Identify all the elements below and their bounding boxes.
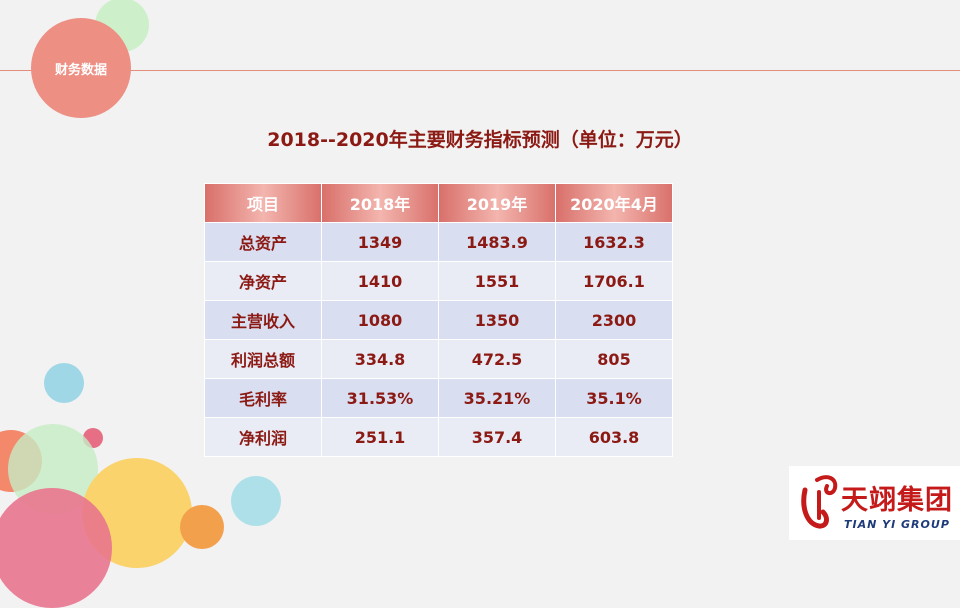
table-header-row: 项目 2018年 2019年 2020年4月 [204,183,673,223]
table-cell: 2300 [555,300,673,340]
table-cell: 1349 [321,222,439,262]
row-label: 总资产 [204,222,322,262]
table-cell: 357.4 [438,417,556,457]
decor-circle-blue-medium [231,476,281,526]
row-label: 利润总额 [204,339,322,379]
table-cell: 1410 [321,261,439,301]
table-row: 净利润 251.1 357.4 603.8 [204,417,673,457]
column-header: 2018年 [321,183,439,223]
table-row: 总资产 1349 1483.9 1632.3 [204,222,673,262]
table-cell: 1706.1 [555,261,673,301]
table-cell: 334.8 [321,339,439,379]
table-cell: 1080 [321,300,439,340]
table-cell: 1551 [438,261,556,301]
logo-name-en: TIAN YI GROUP [844,518,950,531]
row-label: 净利润 [204,417,322,457]
row-label: 净资产 [204,261,322,301]
table-cell: 805 [555,339,673,379]
table-cell: 472.5 [438,339,556,379]
table-row: 主营收入 1080 1350 2300 [204,300,673,340]
table-cell: 31.53% [321,378,439,418]
logo-mark-icon [801,475,838,529]
column-header: 2020年4月 [555,183,673,223]
table-cell: 35.21% [438,378,556,418]
table-row: 净资产 1410 1551 1706.1 [204,261,673,301]
table-cell: 603.8 [555,417,673,457]
company-logo: 天翊集团 TIAN YI GROUP [789,466,960,540]
row-label: 毛利率 [204,378,322,418]
page-title: 2018--2020年主要财务指标预测（单位：万元） [267,129,693,151]
table-cell: 1350 [438,300,556,340]
column-header: 项目 [204,183,322,223]
header-divider [0,70,960,71]
column-header: 2019年 [438,183,556,223]
table-cell: 1632.3 [555,222,673,262]
decor-circle-orange-small [180,505,224,549]
table-row: 毛利率 31.53% 35.21% 35.1% [204,378,673,418]
table-cell: 35.1% [555,378,673,418]
section-badge-label: 财务数据 [54,63,107,78]
decor-circle-blue-small [44,363,84,403]
row-label: 主营收入 [204,300,322,340]
table-cell: 1483.9 [438,222,556,262]
financial-forecast-table: 项目 2018年 2019年 2020年4月 总资产 1349 1483.9 1… [204,183,673,457]
table-cell: 251.1 [321,417,439,457]
table-row: 利润总额 334.8 472.5 805 [204,339,673,379]
logo-name-cn: 天翊集团 [841,485,953,516]
section-badge [31,18,131,118]
decor-circle-pink-large [0,488,112,608]
